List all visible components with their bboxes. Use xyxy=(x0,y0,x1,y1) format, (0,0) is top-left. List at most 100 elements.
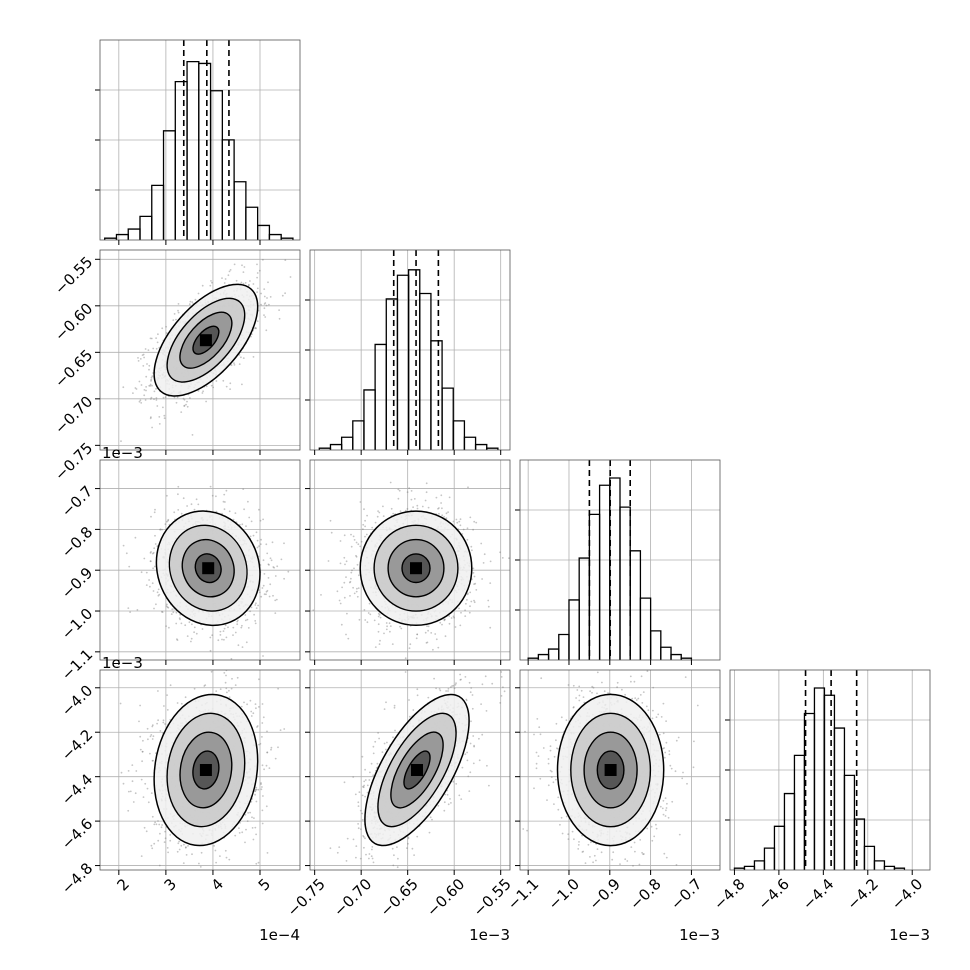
sample-point xyxy=(158,864,161,867)
sample-point xyxy=(210,670,213,673)
sample-point xyxy=(151,582,154,585)
sample-point xyxy=(424,631,427,634)
sample-point xyxy=(452,615,455,618)
sample-point xyxy=(272,566,275,568)
sample-point xyxy=(164,830,167,833)
sample-point xyxy=(441,514,444,517)
sample-point xyxy=(460,611,462,614)
sample-point xyxy=(141,354,144,356)
histogram-bar xyxy=(893,867,906,870)
sample-point xyxy=(254,793,256,796)
sample-point xyxy=(359,501,362,503)
sample-point xyxy=(242,357,245,359)
sample-point xyxy=(246,618,249,621)
panel-frame xyxy=(99,249,301,451)
sample-point xyxy=(225,489,228,492)
sample-point xyxy=(378,511,381,514)
sample-point xyxy=(176,850,179,853)
sample-point xyxy=(210,384,213,387)
contour-line xyxy=(155,510,261,627)
sample-point xyxy=(241,624,243,627)
sample-point xyxy=(182,397,185,400)
sample-point xyxy=(339,602,342,605)
sample-point xyxy=(155,347,158,350)
sample-point xyxy=(382,515,385,517)
sample-point xyxy=(473,575,476,578)
sample-point xyxy=(231,677,233,680)
sample-point xyxy=(364,535,366,538)
sample-point xyxy=(212,386,215,389)
sample-point xyxy=(186,405,189,408)
sample-point xyxy=(127,607,130,609)
sample-point xyxy=(398,489,401,492)
sample-point xyxy=(377,630,380,633)
sample-point xyxy=(162,406,164,409)
sample-point xyxy=(224,624,227,627)
sample-point xyxy=(232,634,234,636)
sample-point xyxy=(416,633,419,636)
sample-point xyxy=(408,487,411,490)
sample-point xyxy=(147,738,149,741)
histogram-bar xyxy=(649,630,662,660)
sample-point xyxy=(424,499,427,502)
sample-point xyxy=(473,583,475,585)
sample-point xyxy=(385,628,388,631)
sample-point xyxy=(256,287,259,290)
sample-point xyxy=(268,303,270,306)
sample-point xyxy=(169,834,172,836)
sample-point xyxy=(473,599,475,602)
sample-point xyxy=(379,639,381,642)
sample-point xyxy=(345,576,347,578)
sample-point xyxy=(224,501,226,503)
sample-point xyxy=(360,540,363,543)
sample-point xyxy=(159,528,162,531)
sample-point xyxy=(440,502,442,504)
sample-point xyxy=(200,851,203,854)
sample-point xyxy=(430,632,433,634)
sample-point xyxy=(416,504,419,507)
sample-point xyxy=(183,405,186,407)
sample-point xyxy=(197,390,200,392)
sample-point xyxy=(355,554,357,557)
sample-point xyxy=(261,587,264,589)
sample-point xyxy=(150,337,153,340)
sample-point xyxy=(134,387,137,389)
sample-point xyxy=(120,440,122,442)
sample-point xyxy=(352,535,355,538)
histogram-bar xyxy=(853,818,866,870)
sample-point xyxy=(148,368,150,371)
sample-point xyxy=(223,627,226,630)
sample-point xyxy=(233,364,236,366)
sample-point xyxy=(223,672,226,674)
sample-point xyxy=(213,845,216,847)
sample-point xyxy=(259,543,262,546)
sample-point xyxy=(240,356,242,359)
sample-point xyxy=(378,614,381,616)
sample-point xyxy=(385,622,388,624)
sample-point xyxy=(156,722,159,725)
histogram-bar xyxy=(474,443,488,450)
sample-point xyxy=(450,617,453,619)
sample-point xyxy=(145,389,147,392)
sample-point xyxy=(175,611,178,614)
sample-point xyxy=(377,510,379,512)
sample-point xyxy=(234,512,237,514)
density xyxy=(119,670,286,868)
sample-point xyxy=(135,388,138,390)
sample-point xyxy=(139,358,142,360)
sample-point xyxy=(238,832,241,834)
sample-point xyxy=(178,848,181,851)
sample-point xyxy=(269,296,272,298)
sample-point xyxy=(163,841,166,843)
sample-point xyxy=(193,508,196,511)
sample-point xyxy=(149,398,152,400)
sample-point xyxy=(177,493,179,496)
sample-point xyxy=(234,834,237,837)
sample-point xyxy=(163,417,166,420)
histogram-bar xyxy=(268,233,282,240)
sample-point xyxy=(153,823,156,826)
sample-point xyxy=(377,623,380,626)
sample-point xyxy=(161,611,164,613)
histogram-bar xyxy=(670,653,682,660)
sample-point xyxy=(249,535,252,538)
